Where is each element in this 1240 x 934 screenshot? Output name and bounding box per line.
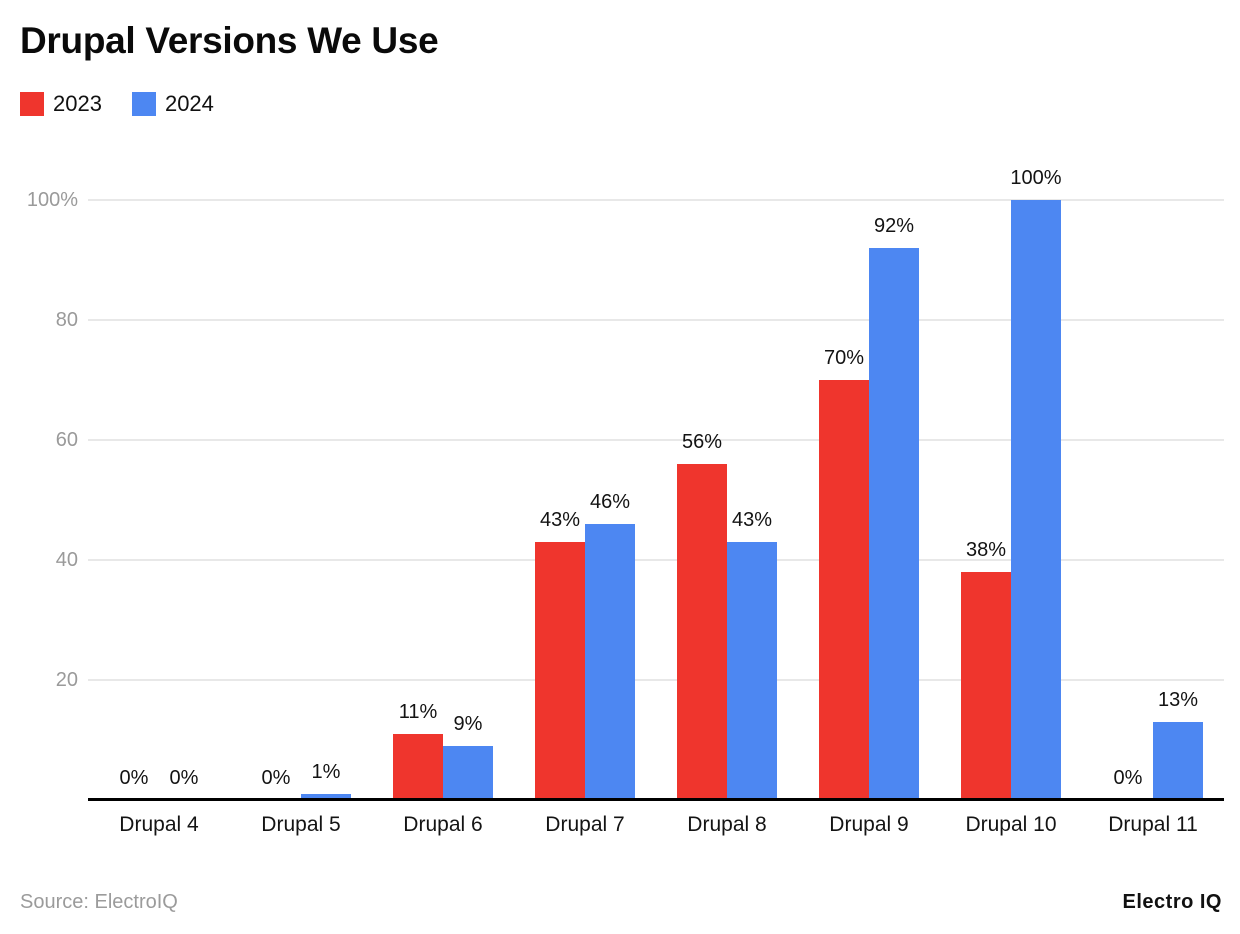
x-axis-label-drupal-11: Drupal 11: [1108, 813, 1198, 836]
value-label-2024-drupal-7: 46%: [589, 491, 631, 513]
gridline-20: [88, 679, 1224, 681]
bar-2023-drupal-8: [677, 464, 727, 800]
legend-label-2024: 2024: [164, 91, 214, 116]
gridline-100: [88, 199, 1224, 201]
bar-2024-drupal-6: [443, 746, 493, 800]
bar-2024-drupal-9: [869, 248, 919, 800]
x-axis-label-drupal-8: Drupal 8: [687, 813, 767, 836]
y-axis-tick-label-60: 60: [55, 429, 78, 451]
value-label-2023-drupal-8: 56%: [681, 431, 723, 453]
legend-item-2024: 2024: [131, 91, 214, 116]
value-label-2024-drupal-8: 43%: [731, 509, 773, 531]
value-label-2023-drupal-11: 0%: [1113, 767, 1143, 789]
gridline-40: [88, 559, 1224, 561]
legend: 2023 2024: [20, 92, 214, 116]
bar-2024-drupal-5: [301, 794, 351, 800]
gridline-60: [88, 439, 1224, 441]
legend-label-2023: 2023: [53, 91, 102, 116]
x-axis-label-drupal-5: Drupal 5: [261, 813, 341, 836]
x-axis-label-drupal-10: Drupal 10: [965, 813, 1057, 836]
bar-2024-drupal-11: [1153, 722, 1203, 800]
value-label-2024-drupal-11: 13%: [1157, 689, 1199, 711]
y-axis-tick-label-20: 20: [55, 669, 78, 691]
x-axis-label-drupal-9: Drupal 9: [829, 813, 909, 836]
value-label-2023-drupal-9: 70%: [823, 347, 865, 369]
chart-title: Drupal Versions We Use: [20, 20, 439, 61]
x-axis-label-drupal-7: Drupal 7: [545, 813, 625, 836]
bar-2023-drupal-6: [393, 734, 443, 800]
bar-2023-drupal-9: [819, 380, 869, 800]
gridline-80: [88, 319, 1224, 321]
value-label-2024-drupal-5: 1%: [311, 761, 341, 783]
value-label-2023-drupal-4: 0%: [119, 767, 149, 789]
bar-2024-drupal-7: [585, 524, 635, 800]
value-label-2023-drupal-6: 11%: [398, 701, 438, 723]
source-note: Source: ElectroIQ: [20, 891, 178, 913]
legend-item-2023: 2023: [20, 92, 102, 116]
value-label-2023-drupal-7: 43%: [539, 509, 581, 531]
y-axis-tick-label-100: 100%: [26, 189, 78, 211]
value-label-2024-drupal-10: 100%: [1010, 167, 1062, 189]
value-label-2023-drupal-5: 0%: [261, 767, 291, 789]
bar-2023-drupal-10: [961, 572, 1011, 800]
bar-2023-drupal-7: [535, 542, 585, 800]
value-label-2023-drupal-10: 38%: [965, 539, 1007, 561]
brand-logo: Electro IQ: [1122, 891, 1222, 913]
y-axis-tick-label-80: 80: [55, 309, 78, 331]
bar-2024-drupal-8: [727, 542, 777, 800]
legend-swatch-2023: [20, 92, 44, 116]
bar-2024-drupal-10: [1011, 200, 1061, 800]
value-label-2024-drupal-4: 0%: [169, 767, 199, 789]
x-axis-label-drupal-4: Drupal 4: [119, 813, 199, 836]
value-label-2024-drupal-9: 92%: [873, 215, 915, 237]
x-axis-label-drupal-6: Drupal 6: [403, 813, 483, 836]
legend-swatch-2024: [131, 92, 156, 116]
value-label-2024-drupal-6: 9%: [453, 713, 483, 735]
x-axis-line: [88, 798, 1224, 801]
y-axis-tick-label-40: 40: [55, 549, 78, 571]
